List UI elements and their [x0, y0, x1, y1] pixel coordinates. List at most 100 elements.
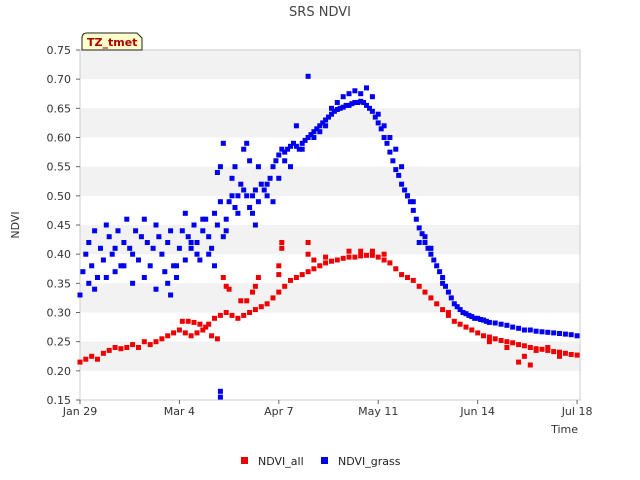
point-ndvi-grass [375, 120, 381, 126]
point-ndvi-all [235, 315, 241, 321]
y-axis: 0.15 0.20 0.25 0.30 0.35 0.40 0.45 0.50 0.55 0.60… [47, 44, 80, 407]
point-ndvi-grass [288, 164, 293, 170]
point-ndvi-grass [98, 245, 103, 251]
point-ndvi-all [276, 263, 282, 269]
point-ndvi-all [463, 324, 469, 330]
point-ndvi-all [247, 310, 253, 315]
data-points [77, 73, 580, 400]
point-ndvi-all [486, 339, 492, 345]
point-ndvi-grass [83, 251, 89, 257]
point-ndvi-grass [329, 111, 334, 117]
point-ndvi-grass [460, 310, 466, 315]
point-ndvi-grass [250, 210, 255, 216]
point-ndvi-all [112, 345, 118, 350]
point-ndvi-all [252, 283, 258, 289]
point-ndvi-all [527, 362, 533, 368]
point-ndvi-grass [375, 111, 381, 117]
point-ndvi-grass [410, 199, 416, 205]
point-ndvi-grass [191, 222, 197, 228]
point-ndvi-grass [545, 329, 551, 335]
point-ndvi-all [410, 277, 416, 283]
point-ndvi-grass [267, 175, 273, 181]
point-ndvi-grass [492, 320, 498, 326]
point-ndvi-grass [229, 175, 235, 181]
y-tick-label: 0.50 [47, 190, 72, 203]
point-ndvi-grass [214, 170, 220, 175]
point-ndvi-all [226, 286, 232, 292]
point-ndvi-all [153, 339, 159, 345]
point-ndvi-grass [358, 91, 364, 97]
point-ndvi-grass [390, 158, 396, 164]
point-ndvi-all [440, 307, 446, 313]
point-ndvi-grass [311, 135, 317, 140]
point-ndvi-all [510, 340, 516, 346]
point-ndvi-all [182, 330, 188, 336]
point-ndvi-grass [86, 280, 92, 286]
point-ndvi-grass [100, 257, 106, 263]
point-ndvi-grass [299, 146, 305, 152]
point-ndvi-all [305, 251, 311, 257]
point-ndvi-grass [355, 100, 361, 105]
point-ndvi-grass [103, 222, 109, 228]
y-tick-label: 0.30 [47, 307, 72, 320]
point-ndvi-all [340, 255, 346, 261]
point-ndvi-grass [118, 263, 124, 269]
point-ndvi-all [165, 333, 171, 339]
plot-band [80, 225, 580, 255]
legend-swatch-ndvi-all [241, 457, 248, 464]
point-ndvi-all [212, 315, 217, 321]
point-ndvi-grass [197, 257, 203, 263]
plot-band [80, 50, 580, 80]
point-ndvi-all [323, 254, 329, 260]
x-axis-label: Time [550, 423, 578, 436]
point-ndvi-grass [95, 275, 100, 280]
point-ndvi-all [346, 254, 352, 260]
point-ndvi-grass [346, 91, 352, 97]
point-ndvi-grass [103, 275, 109, 280]
point-ndvi-all [369, 252, 375, 258]
point-ndvi-grass [498, 321, 504, 327]
point-ndvi-grass [206, 234, 212, 240]
point-ndvi-grass [481, 317, 486, 323]
point-ndvi-grass [92, 228, 98, 234]
point-ndvi-all [288, 277, 293, 283]
point-ndvi-grass [226, 199, 232, 205]
point-ndvi-grass [291, 140, 296, 146]
point-ndvi-grass [288, 143, 293, 149]
point-ndvi-grass [314, 126, 320, 132]
point-ndvi-all [469, 327, 475, 333]
point-ndvi-all [229, 312, 235, 318]
point-ndvi-grass [212, 210, 217, 216]
point-ndvi-all [276, 272, 282, 278]
point-ndvi-grass [285, 146, 291, 152]
point-ndvi-grass [510, 324, 516, 330]
point-ndvi-grass [402, 187, 408, 193]
point-ndvi-grass [261, 187, 267, 193]
point-ndvi-grass [504, 322, 510, 328]
point-ndvi-all [241, 312, 247, 318]
point-ndvi-grass [209, 245, 215, 251]
point-ndvi-all [311, 257, 317, 263]
point-ndvi-all [445, 310, 451, 315]
x-axis: Jan 29 Mar 4 Apr 7 May 11 Jun 14 Jul 18 [62, 400, 592, 418]
point-ndvi-all [393, 266, 399, 272]
point-ndvi-grass [115, 228, 121, 234]
point-ndvi-all [203, 324, 209, 330]
point-ndvi-grass [381, 135, 387, 140]
point-ndvi-grass [194, 251, 200, 257]
point-ndvi-grass [174, 275, 179, 280]
point-ndvi-grass [527, 327, 533, 333]
point-ndvi-all [252, 307, 258, 313]
point-ndvi-grass [407, 199, 413, 205]
y-tick-label: 0.75 [47, 44, 72, 57]
point-ndvi-grass [112, 269, 118, 275]
point-ndvi-grass [136, 257, 141, 263]
point-ndvi-grass [334, 107, 340, 112]
point-ndvi-grass [212, 263, 217, 269]
point-ndvi-grass [393, 146, 399, 152]
point-ndvi-grass [317, 129, 323, 135]
point-ndvi-grass [232, 205, 238, 210]
point-ndvi-grass [258, 181, 264, 187]
point-ndvi-grass [440, 280, 446, 286]
point-ndvi-all [258, 304, 264, 310]
